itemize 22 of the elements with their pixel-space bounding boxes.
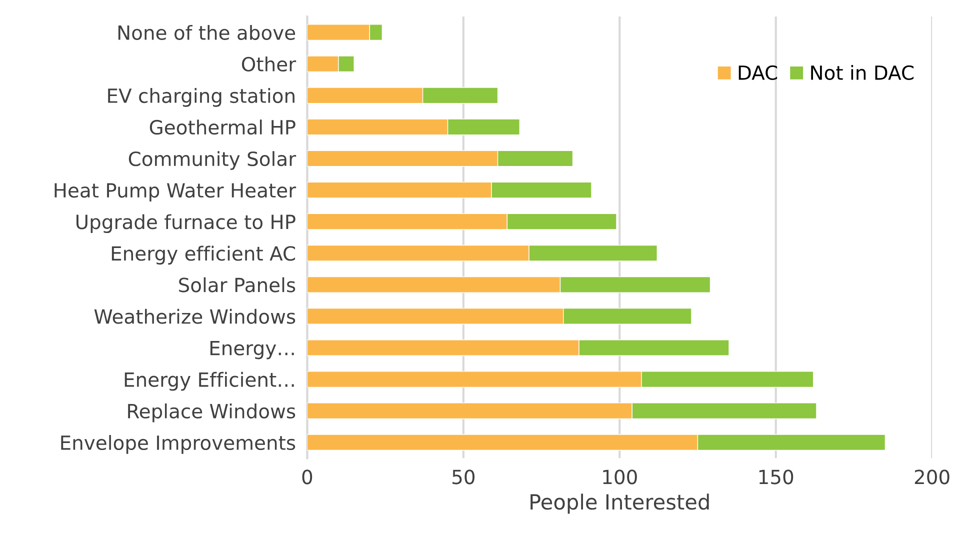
x-axis-title: People Interested: [530, 494, 709, 514]
y-tick-label: Energy…: [210, 340, 294, 360]
y-tick-label: Solar Panels: [179, 277, 296, 292]
y-tick-label: Community Solar: [128, 151, 296, 170]
x-tick-label: 100: [603, 470, 637, 484]
y-tick-label: Geothermal HP: [150, 120, 296, 135]
y-tick-label: Envelope Improvements: [61, 435, 296, 454]
y-tick-label: Upgrade furnace to HP: [76, 214, 296, 234]
x-tick-label: 0: [302, 470, 312, 484]
x-tick-label: 50: [452, 470, 474, 484]
y-tick-label: Heat Pump Water Heater: [54, 183, 296, 202]
y-tick-label: Energy Efficient…: [124, 372, 294, 391]
x-tick-label: 200: [914, 470, 950, 484]
y-tick-label: None of the above: [118, 24, 296, 40]
y-tick-label: Other: [242, 56, 296, 72]
y-tick-label: Weatherize Windows: [94, 308, 296, 324]
y-tick-label: EV charging station: [108, 88, 294, 107]
legend-label: Not in DAC: [811, 64, 914, 80]
y-tick-label: Energy efficient AC: [112, 246, 296, 265]
y-tick-label: Replace Windows: [128, 403, 296, 422]
x-tick-label: 150: [759, 470, 794, 484]
legend-label: DAC: [738, 65, 778, 80]
